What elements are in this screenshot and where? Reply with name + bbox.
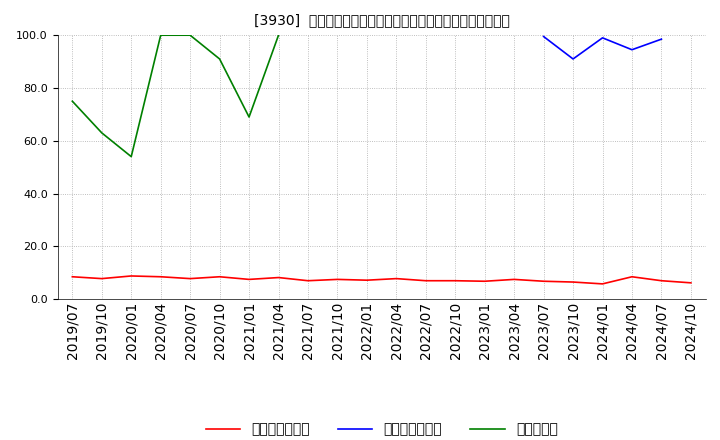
Line: 売上債権回転率: 売上債権回転率 bbox=[72, 276, 691, 284]
売上債権回転率 bbox=[333, 277, 342, 282]
売上債権回転率 bbox=[97, 276, 106, 281]
売上債権回転率 bbox=[245, 277, 253, 282]
Line: 在庫回転率: 在庫回転率 bbox=[72, 35, 279, 157]
売上債権回転率 bbox=[510, 277, 518, 282]
在庫回転率 bbox=[68, 99, 76, 104]
売上債権回転率 bbox=[480, 279, 489, 284]
売上債権回転率 bbox=[392, 276, 400, 281]
売上債権回転率 bbox=[451, 278, 459, 283]
在庫回転率 bbox=[245, 114, 253, 120]
Line: 買入債務回転率: 買入債務回転率 bbox=[544, 37, 662, 59]
在庫回転率 bbox=[156, 33, 165, 38]
売上債権回転率 bbox=[215, 274, 224, 279]
売上債権回転率 bbox=[539, 279, 548, 284]
売上債権回転率 bbox=[186, 276, 194, 281]
買入債務回転率 bbox=[657, 37, 666, 42]
買入債務回転率 bbox=[628, 47, 636, 52]
売上債権回転率 bbox=[628, 274, 636, 279]
売上債権回転率 bbox=[657, 278, 666, 283]
在庫回転率 bbox=[274, 33, 283, 38]
在庫回転率 bbox=[215, 56, 224, 62]
売上債権回転率 bbox=[569, 279, 577, 285]
Title: [3930]  売上債権回転率、買入債務回転率、在庫回転率の推移: [3930] 売上債権回転率、買入債務回転率、在庫回転率の推移 bbox=[253, 13, 510, 27]
買入債務回転率 bbox=[569, 56, 577, 62]
売上債権回転率 bbox=[421, 278, 430, 283]
在庫回転率 bbox=[127, 154, 135, 159]
在庫回転率 bbox=[186, 33, 194, 38]
Legend: 売上債権回転率, 買入債務回転率, 在庫回転率: 売上債権回転率, 買入債務回転率, 在庫回転率 bbox=[200, 417, 563, 440]
売上債権回転率 bbox=[127, 273, 135, 279]
買入債務回転率 bbox=[598, 35, 607, 40]
売上債権回転率 bbox=[156, 274, 165, 279]
売上債権回転率 bbox=[598, 281, 607, 286]
在庫回転率 bbox=[97, 130, 106, 136]
売上債権回転率 bbox=[274, 275, 283, 280]
売上債権回転率 bbox=[687, 280, 696, 286]
売上債権回転率 bbox=[68, 274, 76, 279]
買入債務回転率 bbox=[539, 34, 548, 39]
売上債権回転率 bbox=[363, 278, 372, 283]
売上債権回転率 bbox=[304, 278, 312, 283]
